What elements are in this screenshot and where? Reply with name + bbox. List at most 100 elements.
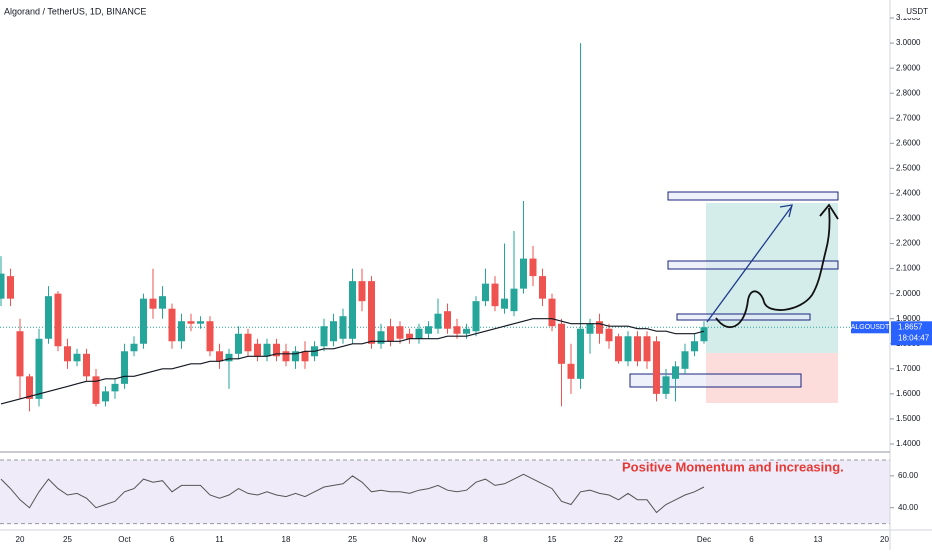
y-tick-label: 2.6000 [896, 138, 921, 147]
candle-body [368, 281, 375, 344]
candle-body [35, 338, 43, 399]
candle-body [0, 273, 5, 299]
candle-body [26, 376, 33, 399]
candle-body [681, 351, 689, 369]
candle-body [510, 288, 518, 312]
x-tick-label: 8 [483, 535, 488, 544]
candle-body [16, 331, 24, 377]
candle-body [596, 321, 603, 334]
candle-body [282, 351, 290, 362]
y-tick-label: 2.3000 [896, 214, 921, 223]
symbol-tag [851, 321, 889, 334]
annotation: Positive Momentum and increasing. [622, 459, 844, 474]
y-tick-label: 1.9000 [896, 314, 921, 323]
candle-body [263, 343, 271, 357]
rsi-band [0, 459, 890, 524]
candle-body [415, 328, 423, 339]
candle-body [168, 308, 176, 342]
y-tick-label: 2.1000 [896, 264, 921, 273]
candle-body [206, 321, 214, 352]
rsi-line [0, 473, 705, 514]
candle-body [567, 363, 575, 379]
candle-body [577, 328, 584, 379]
candle-body [472, 301, 480, 332]
candle-body [235, 333, 242, 354]
arrow-line [706, 205, 793, 323]
candle-body [130, 343, 138, 352]
y-tick-label: 1.6000 [896, 389, 921, 398]
candle-body [244, 333, 252, 352]
candles [0, 43, 890, 525]
candle-body [330, 321, 337, 342]
candle-body [548, 298, 556, 327]
moving-average [0, 318, 705, 405]
candle-body [358, 281, 366, 302]
candle-body [149, 298, 157, 309]
candle-body [301, 351, 309, 362]
rsi-tick-label: 40.00 [898, 503, 919, 512]
candle-body [662, 376, 670, 394]
x-tick-label: 22 [614, 535, 623, 544]
y-tick-label: 3.0000 [896, 38, 921, 47]
candle-body [672, 366, 679, 379]
candle-body [491, 283, 499, 307]
candle-body [444, 311, 451, 329]
x-tick-label: 20 [880, 535, 889, 544]
candle-body [178, 321, 185, 342]
candle-body [501, 298, 508, 309]
arrow-head [819, 203, 839, 220]
candle-body [216, 351, 223, 362]
candle-body [102, 391, 109, 402]
candle-body [387, 326, 394, 342]
unit-label: USDT [906, 7, 928, 16]
candle-body [634, 336, 641, 362]
y-tick-label: 2.9000 [896, 63, 921, 72]
y-tick-label: 1.4000 [896, 439, 921, 448]
candle-body [225, 353, 233, 362]
candle-body [292, 351, 299, 362]
y-tick-label: 2.0000 [896, 289, 921, 298]
candle-body [615, 336, 622, 362]
candle-body [111, 383, 119, 392]
rsi-tick-label: 60.00 [898, 471, 919, 480]
x-tick-label: Nov [412, 535, 426, 544]
candle-body [605, 328, 613, 342]
candle-body [463, 328, 470, 334]
candle-body [586, 323, 594, 334]
y-tick-label: 2.8000 [896, 88, 921, 97]
candle-body [64, 346, 71, 362]
path-drawing [715, 207, 831, 329]
x-tick-label: Oct [118, 535, 131, 544]
price-axis [890, 0, 932, 550]
price-tag [891, 321, 932, 346]
candle-body [700, 327, 708, 342]
candle-body [197, 321, 204, 324]
candle-body [54, 293, 62, 347]
chart-title: Algorand / TetherUS, 1D, BINANCE [4, 6, 146, 16]
candle-body [396, 326, 404, 339]
candle-body [349, 281, 356, 339]
y-tick-label: 1.5000 [896, 414, 921, 423]
candle-body [434, 313, 442, 329]
candle-body [339, 316, 347, 339]
profit-zone [706, 203, 838, 353]
x-tick-label: 13 [814, 535, 823, 544]
candle-body [482, 283, 489, 302]
y-tick-label: 2.2000 [896, 239, 921, 248]
candle-body [7, 276, 14, 299]
axis-layer: 3.10003.00002.90002.80002.70002.60002.50… [16, 13, 932, 544]
x-tick-label: 25 [63, 535, 72, 544]
y-tick-label: 2.4000 [896, 189, 921, 198]
countdown-label: 18:04:47 [898, 333, 930, 342]
candle-body [558, 323, 565, 364]
candle-body [273, 343, 280, 357]
x-tick-label: 20 [16, 535, 25, 544]
candle-body [83, 353, 90, 377]
candle-body [539, 276, 546, 299]
level-box [667, 260, 839, 270]
candle-body [73, 353, 81, 362]
candle-body [624, 336, 632, 362]
x-tick-label: 6 [170, 535, 175, 544]
